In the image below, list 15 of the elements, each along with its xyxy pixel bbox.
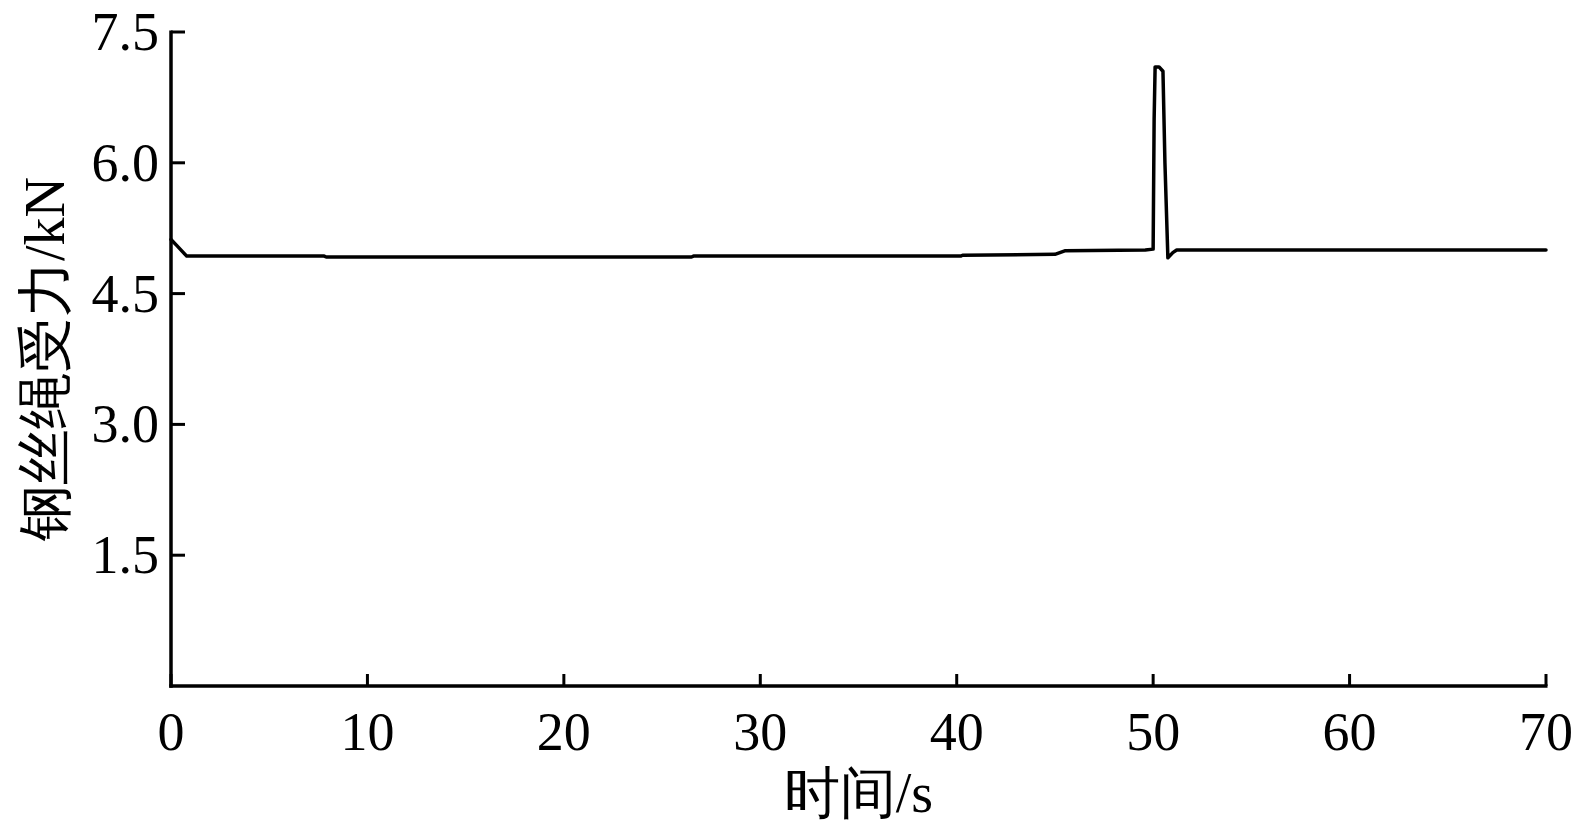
- x-tick-label: 10: [340, 702, 395, 762]
- x-tick-label: 40: [929, 702, 984, 762]
- x-tick-label: 60: [1322, 702, 1377, 762]
- y-tick-label: 6.0: [91, 132, 159, 193]
- y-tick-label: 7.5: [91, 2, 159, 62]
- x-tick-label: 30: [733, 702, 788, 762]
- x-axis-title: 时间/s: [783, 762, 934, 824]
- y-tick-label: 3.0: [91, 394, 159, 455]
- y-tick-label: 1.5: [91, 525, 159, 586]
- x-tick-label: 70: [1519, 702, 1573, 762]
- x-tick-label: 0: [157, 702, 185, 762]
- x-tick-label: 50: [1126, 702, 1181, 762]
- x-tick-label: 20: [536, 702, 591, 762]
- y-axis-title: 钢丝绳受力/kN: [14, 177, 76, 542]
- y-tick-label: 4.5: [91, 263, 159, 324]
